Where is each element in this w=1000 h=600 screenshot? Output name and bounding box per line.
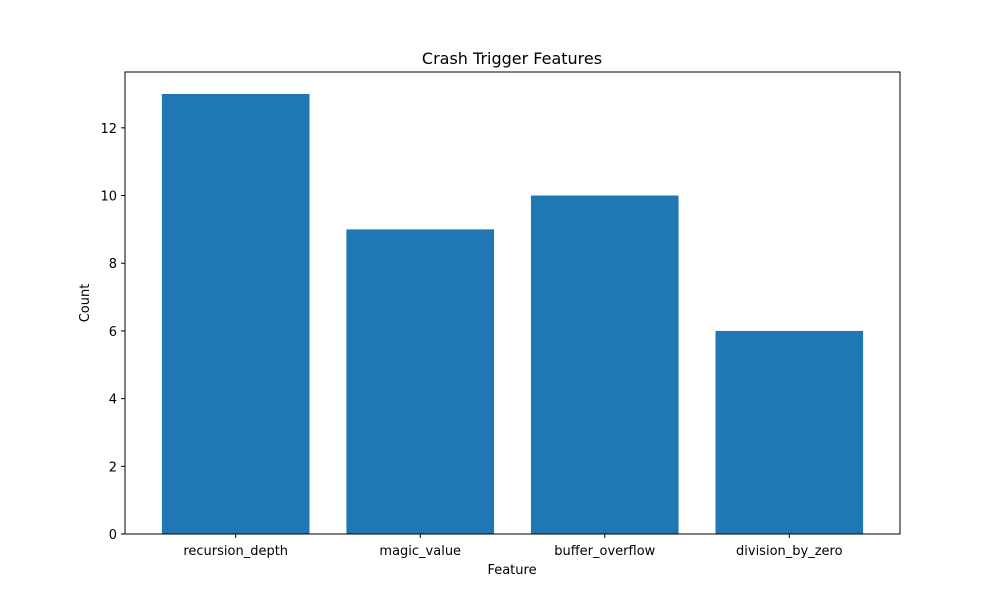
y-tick-label: 2: [109, 460, 117, 475]
x-tick-label: division_by_zero: [736, 544, 843, 559]
y-tick-label: 4: [109, 393, 117, 408]
y-tick-label: 0: [109, 528, 117, 543]
y-tick-label: 6: [109, 325, 117, 340]
x-axis-title: Feature: [487, 563, 536, 578]
x-tick-label: magic_value: [379, 544, 461, 559]
y-tick-label: 12: [100, 122, 117, 137]
plot-area-frame: [124, 71, 901, 535]
x-tick-label: recursion_depth: [183, 544, 288, 559]
bar-division-by-zero: [715, 330, 864, 534]
y-tick-label: 8: [109, 257, 117, 272]
x-axis-ticks: recursion_depth magic_value buffer_overflo…: [183, 534, 843, 559]
x-tick-label: buffer_overflow: [554, 544, 655, 559]
y-axis-ticks: 0 2 4 6 8 10 12: [100, 122, 125, 543]
y-axis-title: Count: [78, 284, 93, 323]
bar-buffer-overflow: [530, 195, 679, 535]
y-tick-label: 10: [100, 190, 117, 205]
chart-title: Crash Trigger Features: [422, 49, 602, 68]
bars-group: [161, 94, 864, 535]
bar-recursion-depth: [161, 94, 310, 534]
bar-magic-value: [346, 229, 495, 534]
